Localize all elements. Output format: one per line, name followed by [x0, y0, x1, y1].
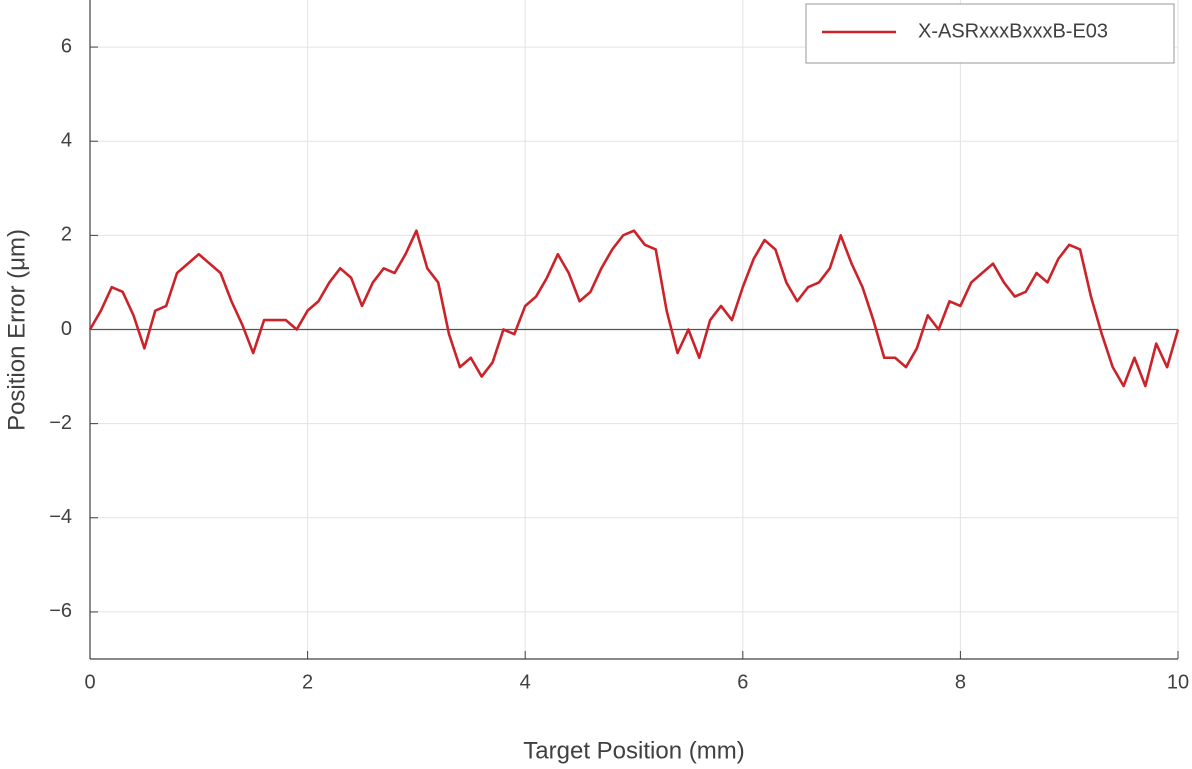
y-tick-label: 4	[61, 129, 72, 151]
y-axis-label: Position Error (μm)	[3, 229, 30, 431]
y-tick-label: −4	[49, 506, 72, 528]
x-tick-label: 10	[1167, 671, 1189, 693]
y-tick-label: 2	[61, 224, 72, 246]
legend-label: X-ASRxxxBxxxB-E03	[918, 20, 1108, 42]
x-tick-label: 8	[955, 671, 966, 693]
x-tick-label: 0	[84, 671, 95, 693]
y-tick-label: 6	[61, 35, 72, 57]
x-tick-label: 6	[737, 671, 748, 693]
y-tick-label: −6	[49, 600, 72, 622]
y-tick-label: 0	[61, 318, 72, 340]
legend-box	[805, 3, 1175, 64]
legend: X-ASRxxxBxxxB-E03	[805, 3, 1175, 64]
y-tick-label: −2	[49, 412, 72, 434]
x-tick-label: 2	[302, 671, 313, 693]
x-tick-label: 4	[520, 671, 531, 693]
data-line	[88, 229, 1180, 388]
x-axis-label: Target Position (mm)	[523, 737, 744, 764]
